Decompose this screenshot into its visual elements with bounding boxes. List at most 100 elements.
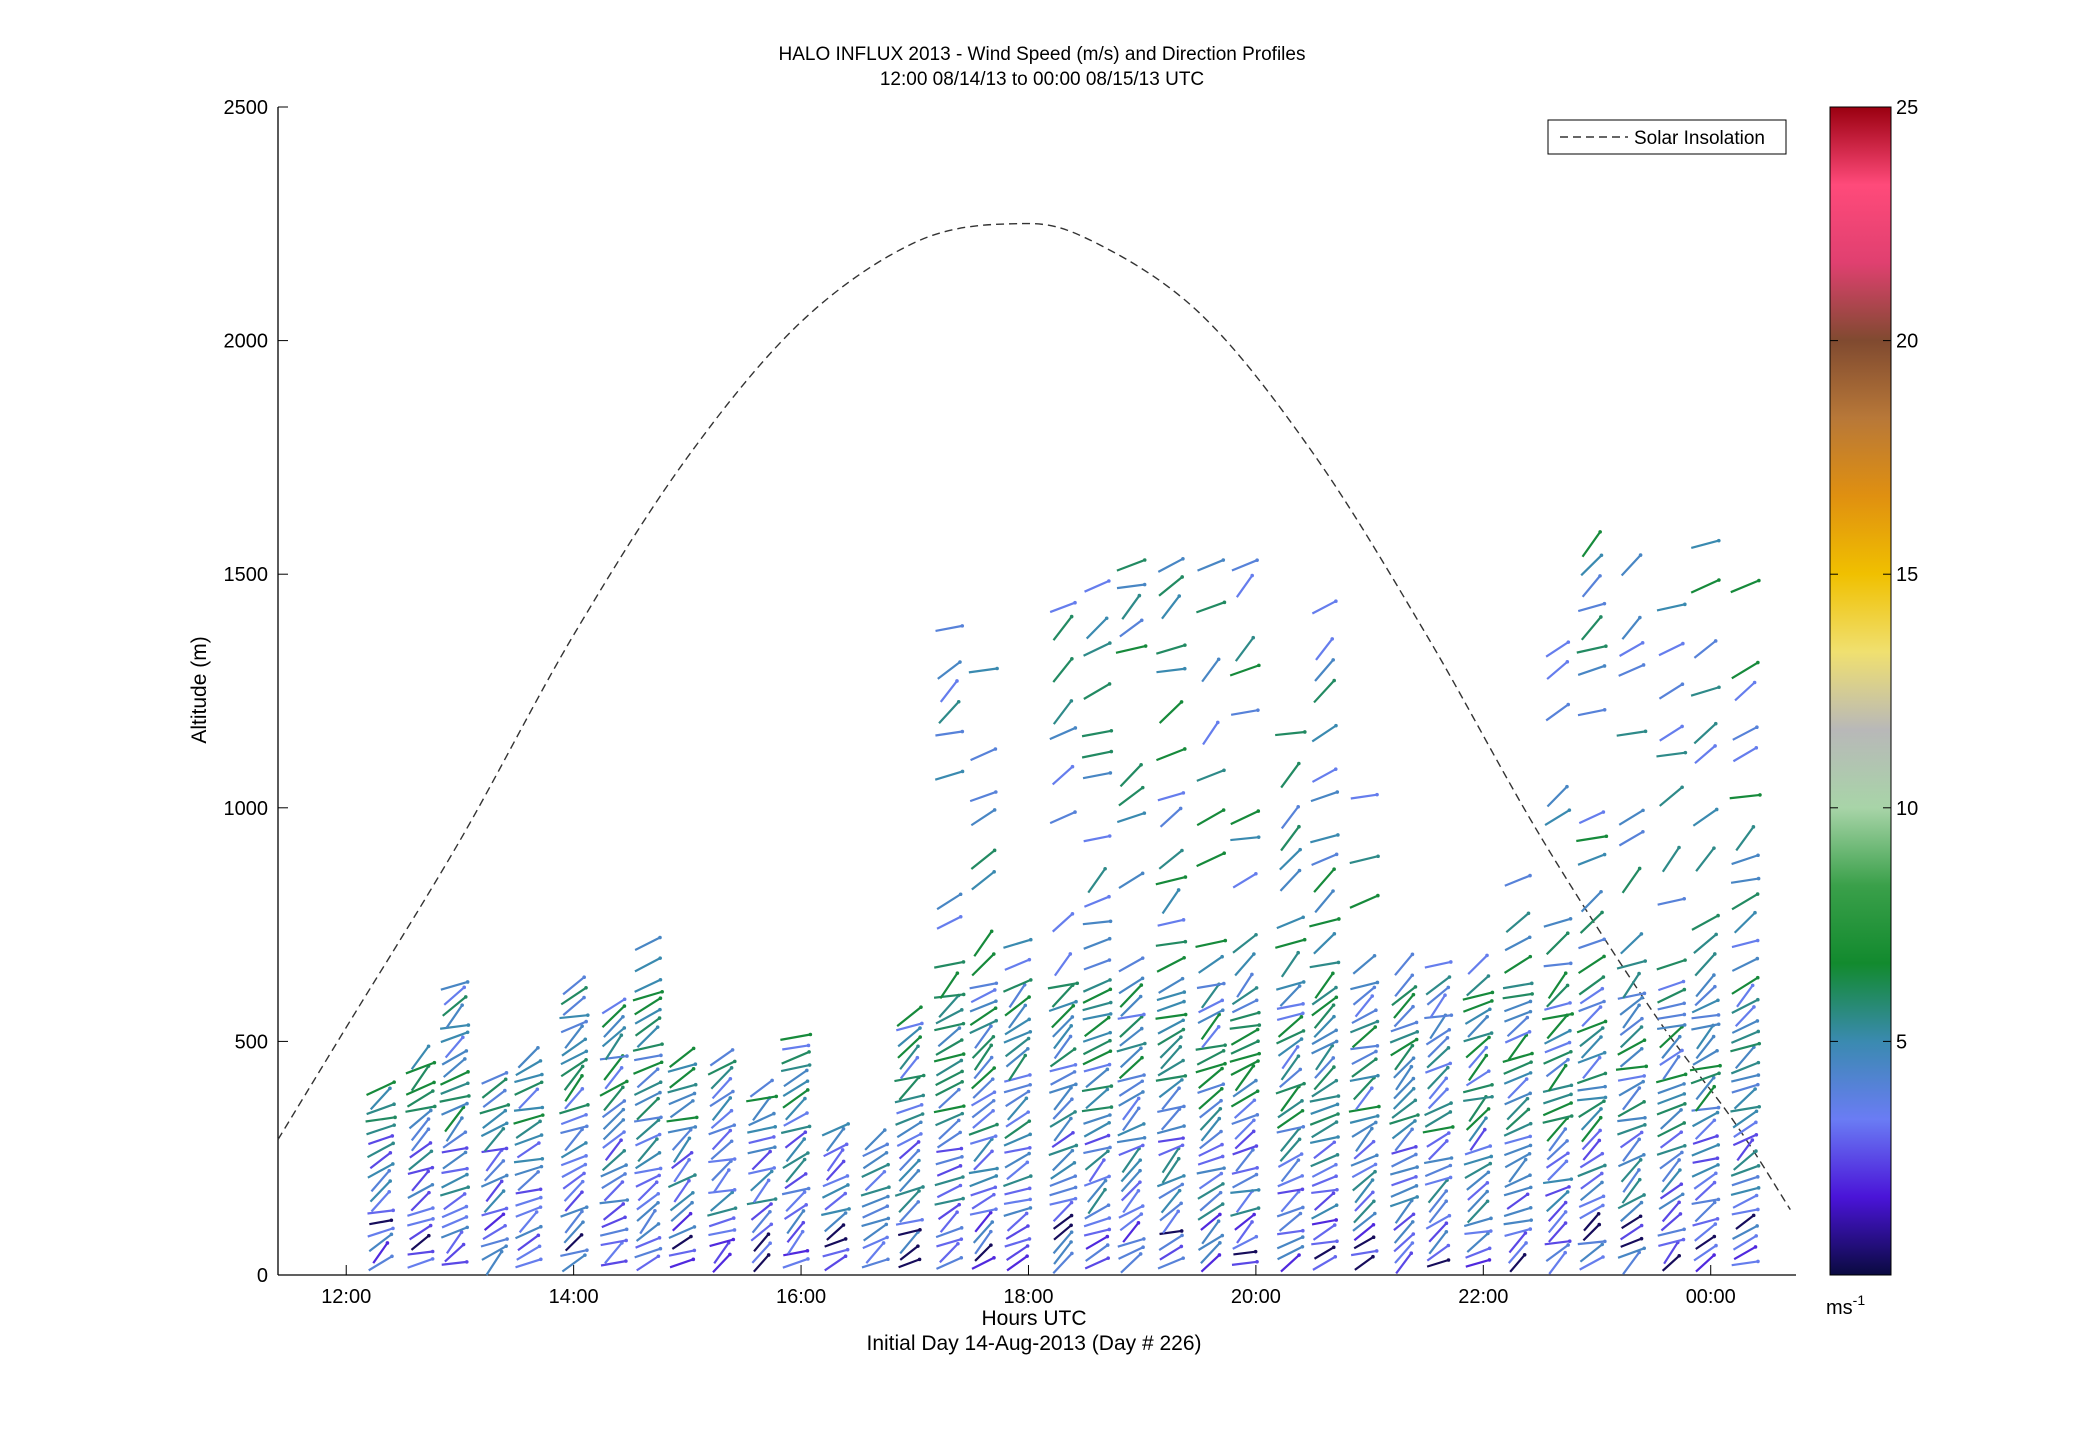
wind-barb	[1311, 1188, 1338, 1195]
wind-barb-head	[1138, 1168, 1142, 1173]
wind-barb	[1119, 1047, 1142, 1069]
wind-barb-head	[806, 1151, 810, 1155]
wind-barb	[1389, 1166, 1418, 1176]
wind-barb	[483, 1190, 505, 1213]
wind-barb-head	[466, 1070, 470, 1074]
wind-barb	[824, 1237, 847, 1248]
wind-barb-head	[583, 1162, 588, 1167]
wind-barb	[1354, 1255, 1374, 1271]
wind-barb-head	[1416, 1113, 1420, 1117]
wind-barb	[970, 747, 996, 762]
wind-barb	[1580, 554, 1603, 577]
wind-barb	[408, 1109, 432, 1130]
wind-barb-head	[584, 1154, 588, 1158]
wind-barb	[708, 1188, 735, 1195]
wind-barb-head	[1297, 761, 1301, 766]
wind-barb	[1546, 984, 1569, 1008]
wind-barb	[668, 1249, 695, 1257]
wind-barb-head	[881, 1241, 886, 1245]
wind-barb	[1351, 1163, 1377, 1179]
wind-barb	[750, 1203, 772, 1221]
wind-barb-head	[1683, 602, 1687, 607]
wind-barb	[1425, 1028, 1450, 1046]
wind-barb-head	[993, 1006, 998, 1010]
wind-barb-head	[582, 975, 586, 979]
wind-barb-head	[1712, 1180, 1717, 1185]
wind-barb-head	[1447, 975, 1452, 979]
wind-barb	[1577, 853, 1606, 866]
wind-barb	[601, 1149, 625, 1172]
wind-barb	[785, 1158, 806, 1183]
wind-barb-head	[504, 1121, 509, 1126]
wind-barb	[562, 976, 585, 996]
wind-barb	[636, 1192, 659, 1211]
wind-barb-head	[1027, 1237, 1032, 1241]
wind-barb	[1692, 1157, 1718, 1164]
wind-barb-head	[1069, 1230, 1074, 1234]
wind-barb	[410, 1128, 430, 1152]
wind-barb	[636, 1026, 659, 1048]
wind-barb-head	[1713, 1222, 1718, 1226]
wind-barb-head	[536, 1233, 541, 1238]
wind-barb-head	[957, 1026, 962, 1030]
wind-barb	[1200, 1254, 1221, 1273]
wind-barb	[1621, 1215, 1642, 1230]
wind-barb	[1576, 1020, 1606, 1034]
wind-barb	[1311, 1040, 1338, 1055]
wind-barb	[1656, 959, 1686, 971]
wind-barb	[1235, 574, 1254, 598]
wind-barb	[1232, 1145, 1257, 1156]
wind-barb-head	[1139, 983, 1144, 987]
wind-barb	[1618, 1080, 1644, 1097]
wind-barb	[1053, 1087, 1072, 1111]
wind-barb	[485, 1149, 503, 1172]
wind-barb-head	[1682, 1023, 1687, 1027]
wind-barb	[1081, 729, 1112, 738]
wind-barb-head	[1024, 1211, 1029, 1216]
wind-barb-head	[807, 1063, 812, 1067]
wind-barb	[969, 1007, 997, 1027]
wind-barb	[1578, 938, 1605, 950]
wind-barb-head	[538, 1205, 543, 1209]
wind-barb-head	[1251, 635, 1256, 640]
wind-barb-head	[1565, 1190, 1570, 1194]
wind-barb	[1160, 1108, 1181, 1131]
wind-barb-head	[1711, 1034, 1716, 1039]
wind-barb-head	[1221, 558, 1226, 562]
wind-barb	[1200, 1242, 1221, 1264]
wind-barb	[1280, 762, 1300, 789]
wind-barb-head	[1485, 1189, 1489, 1194]
wind-barb-head	[1713, 984, 1717, 989]
wind-barb	[1082, 771, 1111, 780]
wind-barb	[1507, 1078, 1528, 1099]
wind-barb-head	[1254, 1144, 1259, 1148]
wind-barb-head	[768, 1149, 772, 1154]
wind-barb	[1393, 1057, 1415, 1079]
wind-barb	[1548, 1128, 1567, 1152]
wind-barb-head	[1602, 937, 1606, 942]
wind-barb-head	[1444, 1229, 1449, 1234]
wind-barb	[1156, 1174, 1185, 1188]
wind-barb-head	[1301, 1011, 1305, 1016]
wind-barb-head	[1488, 1161, 1493, 1166]
wind-barb	[1462, 1083, 1493, 1094]
wind-barb-head	[995, 1122, 999, 1127]
wind-barb-head	[538, 1059, 543, 1063]
wind-barb-head	[989, 929, 994, 934]
wind-barb	[821, 1122, 849, 1137]
legend: Solar Insolation	[1547, 119, 1787, 155]
wind-barb-head	[658, 956, 662, 960]
wind-barb	[1731, 1175, 1759, 1187]
wind-barb	[637, 1181, 658, 1202]
wind-barb-head	[1027, 957, 1032, 962]
wind-barb	[1161, 1147, 1180, 1174]
wind-barb-head	[1639, 1046, 1644, 1051]
wind-barb	[1049, 1186, 1076, 1197]
wind-barb	[1392, 1087, 1415, 1110]
wind-barb	[1543, 1050, 1572, 1065]
wind-barb	[481, 1071, 507, 1085]
wind-barb	[1004, 1187, 1030, 1196]
wind-barb	[1087, 868, 1107, 894]
wind-barb	[1732, 1224, 1758, 1240]
wind-barb-head	[800, 1229, 805, 1234]
